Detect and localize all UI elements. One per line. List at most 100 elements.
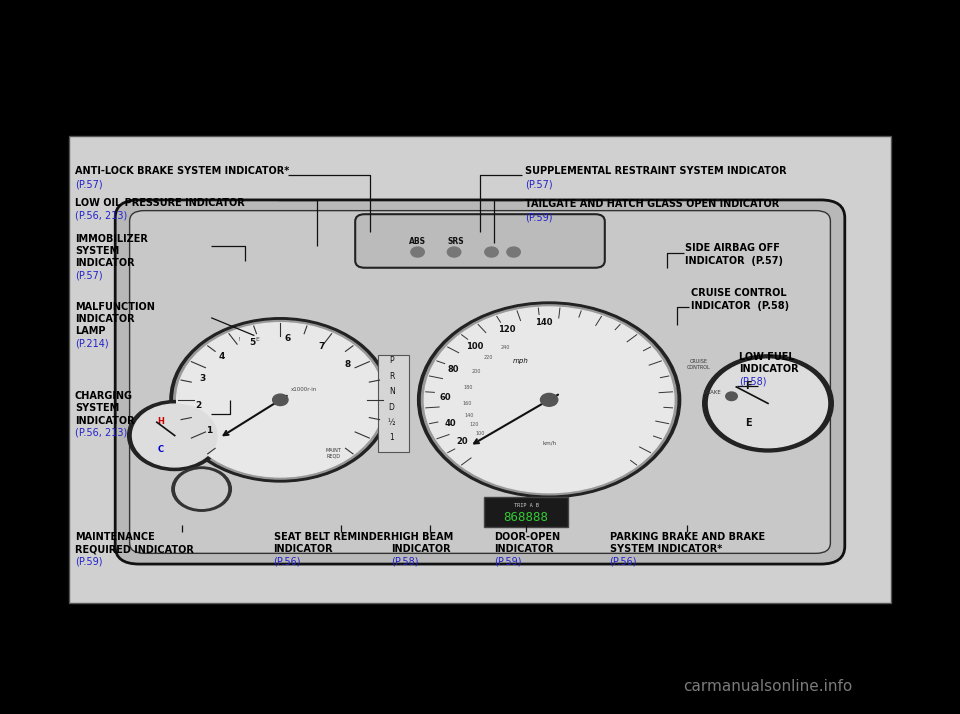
Text: (P.58): (P.58)	[391, 556, 419, 566]
Text: INDICATOR: INDICATOR	[75, 314, 134, 324]
Circle shape	[507, 247, 520, 257]
Text: 100: 100	[475, 431, 485, 436]
Text: 4: 4	[219, 352, 226, 361]
Text: LAMP: LAMP	[75, 326, 106, 336]
Circle shape	[726, 392, 737, 401]
FancyBboxPatch shape	[130, 211, 830, 553]
Text: SEAT BELT REMINDER: SEAT BELT REMINDER	[274, 532, 391, 542]
Text: x1000r·in: x1000r·in	[291, 386, 318, 392]
Text: N: N	[389, 388, 395, 396]
Text: 5: 5	[249, 338, 255, 346]
Circle shape	[273, 394, 288, 406]
Text: SYSTEM: SYSTEM	[75, 246, 119, 256]
Text: 1: 1	[390, 433, 394, 442]
Text: F: F	[746, 381, 752, 391]
Text: INDICATOR: INDICATOR	[494, 544, 554, 554]
Text: R: R	[389, 372, 395, 381]
Circle shape	[485, 247, 498, 257]
Text: (P.57): (P.57)	[75, 179, 103, 189]
Text: (P.56): (P.56)	[274, 556, 301, 566]
Text: SIDE AIRBAG OFF: SIDE AIRBAG OFF	[685, 243, 780, 253]
Text: 7: 7	[319, 342, 324, 351]
Bar	[378, 356, 409, 452]
Text: 220: 220	[484, 356, 493, 361]
Text: 140: 140	[535, 318, 552, 327]
Circle shape	[708, 359, 828, 448]
Text: 80: 80	[448, 365, 460, 374]
Text: (P.57): (P.57)	[75, 271, 103, 281]
Text: SYSTEM INDICATOR*: SYSTEM INDICATOR*	[610, 544, 722, 554]
Text: (P.56): (P.56)	[610, 556, 637, 566]
FancyBboxPatch shape	[355, 214, 605, 268]
Text: ANTI-LOCK BRAKE SYSTEM INDICATOR*: ANTI-LOCK BRAKE SYSTEM INDICATOR*	[75, 166, 289, 176]
Text: SRS: SRS	[447, 237, 465, 246]
Text: C: C	[157, 446, 163, 454]
Text: INDICATOR: INDICATOR	[739, 364, 799, 374]
Text: 8: 8	[345, 360, 351, 369]
Text: REQUIRED INDICATOR: REQUIRED INDICATOR	[75, 544, 194, 554]
Text: TRIP A B: TRIP A B	[514, 503, 539, 508]
FancyBboxPatch shape	[484, 497, 568, 527]
Text: D: D	[389, 403, 395, 412]
Text: TAILGATE AND HATCH GLASS OPEN INDICATOR: TAILGATE AND HATCH GLASS OPEN INDICATOR	[525, 199, 780, 209]
Circle shape	[703, 355, 833, 452]
Bar	[69, 136, 891, 603]
Text: 140: 140	[465, 413, 474, 418]
Circle shape	[174, 321, 387, 479]
Text: INDICATOR  (P.58): INDICATOR (P.58)	[691, 301, 789, 311]
Text: INDICATOR  (P.57): INDICATOR (P.57)	[685, 256, 783, 266]
Text: (P.56, 213): (P.56, 213)	[75, 211, 127, 221]
Circle shape	[176, 470, 228, 508]
Text: CRUISE CONTROL: CRUISE CONTROL	[691, 288, 787, 298]
Text: 200: 200	[471, 368, 481, 373]
Text: 868888: 868888	[504, 511, 548, 524]
Circle shape	[424, 307, 674, 493]
Text: E: E	[255, 336, 259, 342]
Text: SUPPLEMENTAL RESTRAINT SYSTEM INDICATOR: SUPPLEMENTAL RESTRAINT SYSTEM INDICATOR	[525, 166, 787, 176]
Text: IMMOBILIZER: IMMOBILIZER	[75, 234, 148, 244]
Text: 120: 120	[498, 325, 516, 334]
Text: 2: 2	[195, 401, 202, 410]
Text: PARKING BRAKE AND BRAKE: PARKING BRAKE AND BRAKE	[610, 532, 765, 542]
Text: 60: 60	[440, 393, 451, 402]
Text: MAINT
REQD: MAINT REQD	[325, 448, 341, 459]
Text: P: P	[390, 356, 394, 365]
Text: MAINTENANCE: MAINTENANCE	[75, 532, 155, 542]
Text: (P.214): (P.214)	[75, 338, 108, 348]
Text: ½: ½	[388, 418, 396, 427]
Text: 160: 160	[462, 401, 471, 406]
Text: INDICATOR: INDICATOR	[274, 544, 333, 554]
Text: 3: 3	[200, 374, 205, 383]
Text: SYSTEM: SYSTEM	[75, 403, 119, 413]
Text: INDICATOR: INDICATOR	[391, 544, 450, 554]
Text: 6: 6	[284, 334, 291, 343]
Text: E: E	[746, 418, 752, 428]
Text: (P.57): (P.57)	[525, 179, 553, 189]
Text: INDICATOR: INDICATOR	[75, 416, 134, 426]
Text: (P.59): (P.59)	[494, 556, 522, 566]
Text: H: H	[156, 417, 164, 426]
Text: (P.59): (P.59)	[75, 556, 103, 566]
Circle shape	[540, 393, 558, 406]
FancyBboxPatch shape	[115, 200, 845, 564]
Text: DOOR-OPEN: DOOR-OPEN	[494, 532, 561, 542]
Circle shape	[128, 401, 222, 471]
Text: CHARGING: CHARGING	[75, 391, 132, 401]
Circle shape	[132, 404, 217, 467]
Circle shape	[177, 323, 384, 477]
Text: carmanualsonline.info: carmanualsonline.info	[684, 679, 852, 695]
Text: MALFUNCTION: MALFUNCTION	[75, 302, 155, 312]
Circle shape	[421, 305, 677, 495]
Text: 180: 180	[464, 385, 473, 390]
Text: (P.58): (P.58)	[739, 376, 767, 386]
Text: !: !	[237, 336, 239, 342]
Text: 20: 20	[456, 438, 468, 446]
Circle shape	[172, 467, 231, 511]
Text: LOW FUEL: LOW FUEL	[739, 352, 795, 362]
Text: INDICATOR: INDICATOR	[75, 258, 134, 268]
Text: 40: 40	[444, 419, 456, 428]
Text: HIGH BEAM: HIGH BEAM	[391, 532, 453, 542]
Text: (P.56, 213): (P.56, 213)	[75, 428, 127, 438]
Text: mph: mph	[513, 358, 528, 363]
Text: km/h: km/h	[542, 440, 556, 446]
